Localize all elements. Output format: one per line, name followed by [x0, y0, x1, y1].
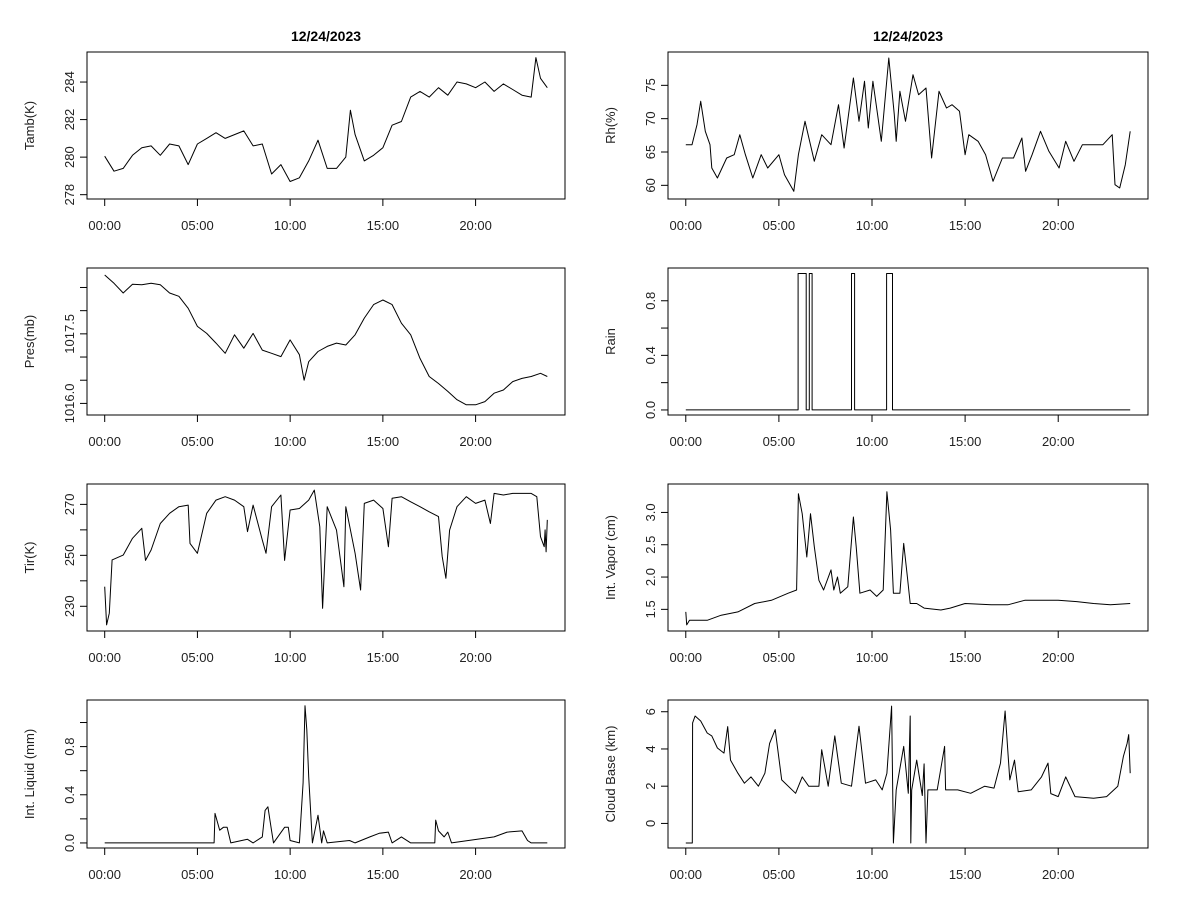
y-axis-label: Pres(mb)	[22, 315, 37, 368]
x-tick-label: 10:00	[856, 867, 889, 882]
y-axis-label: Int. Liquid (mm)	[22, 729, 37, 819]
x-tick-label: 15:00	[367, 218, 400, 233]
x-tick-label: 05:00	[763, 650, 796, 665]
data-line	[685, 491, 1131, 626]
x-tick-label: 20:00	[1042, 650, 1075, 665]
x-tick-label: 00:00	[88, 650, 121, 665]
data-line	[685, 273, 1131, 411]
y-tick-label: 1016.0	[62, 384, 77, 424]
y-tick-label: 0.8	[62, 738, 77, 756]
x-tick-label: 05:00	[763, 867, 796, 882]
x-tick-label: 05:00	[763, 218, 796, 233]
plot-frame	[667, 267, 1149, 416]
x-tick-label: 10:00	[274, 650, 307, 665]
x-tick-label: 05:00	[181, 867, 214, 882]
plot-frame	[667, 51, 1149, 200]
plot-frame	[86, 483, 566, 632]
x-tick-label: 20:00	[1042, 434, 1075, 449]
x-tick-label: 00:00	[670, 218, 703, 233]
y-axis-label: Tamb(K)	[22, 101, 37, 150]
y-tick-label: 4	[643, 745, 658, 752]
y-tick-label: 250	[62, 544, 77, 566]
y-tick-label: 2.0	[643, 568, 658, 586]
y-tick-label: 1.5	[643, 600, 658, 618]
y-axis-label: Int. Vapor (cm)	[603, 515, 618, 600]
y-axis-label: Rain	[603, 328, 618, 355]
chart-title: 12/24/2023	[291, 28, 361, 44]
y-tick-label: 0.0	[62, 834, 77, 852]
x-tick-label: 20:00	[1042, 867, 1075, 882]
x-tick-label: 10:00	[274, 867, 307, 882]
y-tick-label: 0.4	[62, 786, 77, 804]
y-tick-label: 230	[62, 595, 77, 617]
y-axis-label: Tir(K)	[22, 541, 37, 573]
x-tick-label: 15:00	[367, 650, 400, 665]
plot-frame	[86, 699, 566, 849]
y-tick-label: 65	[643, 145, 658, 159]
x-tick-label: 10:00	[856, 218, 889, 233]
x-tick-label: 00:00	[670, 650, 703, 665]
y-tick-label: 1017.5	[62, 314, 77, 354]
y-tick-label: 280	[62, 146, 77, 168]
plot-frame	[86, 51, 566, 200]
y-tick-label: 70	[643, 111, 658, 125]
x-tick-label: 20:00	[459, 867, 492, 882]
y-tick-label: 278	[62, 184, 77, 206]
x-tick-label: 20:00	[459, 650, 492, 665]
x-tick-label: 15:00	[949, 218, 982, 233]
y-tick-label: 0	[643, 820, 658, 827]
y-tick-label: 75	[643, 78, 658, 92]
x-tick-label: 15:00	[367, 867, 400, 882]
y-tick-label: 3.0	[643, 503, 658, 521]
plot-frame	[667, 699, 1149, 849]
x-tick-label: 20:00	[459, 218, 492, 233]
y-tick-label: 0.8	[643, 292, 658, 310]
y-tick-label: 2	[643, 783, 658, 790]
x-tick-label: 10:00	[856, 650, 889, 665]
x-tick-label: 15:00	[949, 434, 982, 449]
data-line	[104, 705, 548, 844]
x-tick-label: 05:00	[763, 434, 796, 449]
x-tick-label: 15:00	[367, 434, 400, 449]
y-tick-label: 2.5	[643, 536, 658, 554]
x-tick-label: 05:00	[181, 650, 214, 665]
x-tick-label: 10:00	[274, 218, 307, 233]
y-tick-label: 270	[62, 494, 77, 516]
x-tick-label: 00:00	[88, 434, 121, 449]
y-tick-label: 0.4	[643, 346, 658, 364]
y-tick-label: 6	[643, 708, 658, 715]
x-tick-label: 00:00	[88, 218, 121, 233]
y-axis-label: Rh(%)	[603, 107, 618, 144]
x-tick-label: 05:00	[181, 434, 214, 449]
x-tick-label: 05:00	[181, 218, 214, 233]
data-line	[685, 57, 1131, 192]
x-tick-label: 15:00	[949, 650, 982, 665]
x-tick-label: 20:00	[1042, 218, 1075, 233]
data-line	[104, 489, 548, 626]
x-tick-label: 00:00	[88, 867, 121, 882]
data-line	[685, 705, 1131, 844]
y-tick-label: 0.0	[643, 401, 658, 419]
data-line	[104, 57, 548, 182]
plot-frame	[86, 267, 566, 416]
x-tick-label: 10:00	[274, 434, 307, 449]
x-tick-label: 00:00	[670, 434, 703, 449]
y-axis-label: Cloud Base (km)	[603, 726, 618, 823]
y-tick-label: 60	[643, 178, 658, 192]
plot-frame	[667, 483, 1149, 632]
x-tick-label: 15:00	[949, 867, 982, 882]
chart-title: 12/24/2023	[873, 28, 943, 44]
x-tick-label: 10:00	[856, 434, 889, 449]
y-tick-label: 284	[62, 71, 77, 93]
x-tick-label: 00:00	[670, 867, 703, 882]
y-tick-label: 282	[62, 109, 77, 131]
data-line	[104, 274, 548, 406]
x-tick-label: 20:00	[459, 434, 492, 449]
